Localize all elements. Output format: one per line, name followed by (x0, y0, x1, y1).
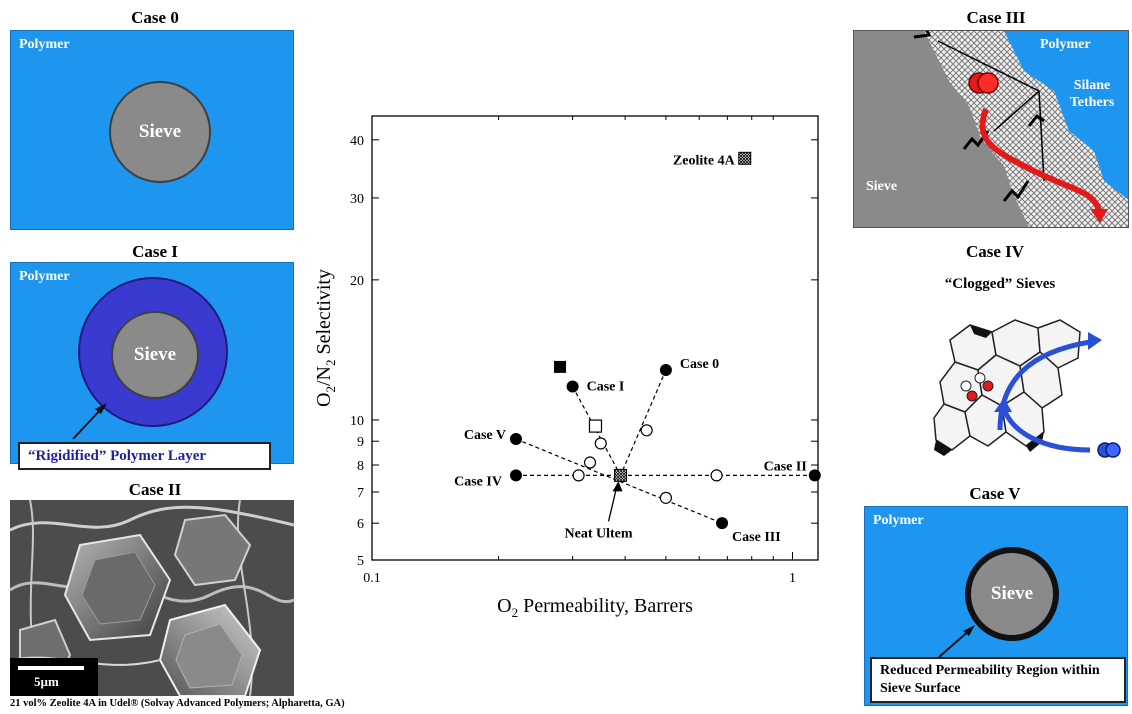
case-ii-point (808, 469, 821, 482)
trend-dashed-line (619, 369, 667, 476)
x-tick-label: 0.1 (363, 571, 381, 586)
case-iv-point (509, 469, 522, 482)
open-circle-point (710, 469, 723, 482)
plot-frame (371, 115, 819, 561)
zeolite-4a-point (738, 151, 752, 165)
neat-ultem-arrow (607, 483, 619, 522)
case-i-point (566, 380, 579, 393)
case1-panel: Polymer Sieve (10, 262, 294, 464)
filled-square-point (554, 360, 567, 373)
y-tick-label: 6 (357, 517, 364, 532)
y-tick-label: 10 (350, 414, 364, 429)
open-circle-point (583, 456, 597, 469)
y-tick-label: 7 (357, 486, 364, 501)
x-tick-label: 1 (789, 571, 796, 586)
case4-title: Case IV (965, 242, 1025, 261)
open-circle-point (659, 491, 673, 504)
case1-callout-arrow (72, 403, 107, 440)
y-tick-label: 40 (350, 134, 364, 149)
case5-sieve: Sieve (965, 547, 1059, 641)
case-ii-label: Case II (764, 459, 807, 474)
case1-polymer-label: Polymer (19, 269, 70, 284)
scale-bar-box (10, 658, 98, 696)
x-axis-label: O2 Permeability, Barrers (497, 595, 693, 620)
scale-bar (18, 666, 84, 670)
case5-callout: Reduced Permeability Region within Sieve… (870, 657, 1126, 703)
open-circle-point (572, 469, 585, 482)
case0-polymer-label: Polymer (19, 37, 70, 52)
micrograph-caption: 21 vol% Zeolite 4A in Udel® (Solvay Adva… (10, 698, 345, 709)
case-iii-point (716, 517, 729, 530)
case3-panel: Polymer Sieve Silane Tethers (853, 30, 1129, 228)
y-tick-label: 20 (350, 274, 364, 289)
case-i-label: Case I (587, 379, 625, 394)
neat-ultem-label: Neat Ultem (565, 526, 633, 541)
clogged-sieve-cage (933, 319, 1121, 458)
case-0-label: Case 0 (680, 357, 719, 372)
case4-subtitle: “Clogged” Sieves (944, 276, 1056, 292)
case-iv-label: Case IV (454, 474, 502, 489)
neat-ultem-point (614, 468, 628, 482)
case3-polymer-label: Polymer (1040, 37, 1091, 52)
case1-title: Case I (132, 242, 178, 261)
y-axis-label: O2/N2 Selectivity (313, 269, 338, 407)
case0-panel: Polymer Sieve (10, 30, 294, 230)
sem-micrograph: 5µm (10, 500, 294, 696)
case-v-point (509, 432, 522, 445)
scale-bar-label: 5µm (34, 674, 59, 689)
open-circle-point (594, 437, 607, 450)
case3-sieve-label: Sieve (866, 179, 898, 194)
y-tick-label: 8 (357, 459, 364, 474)
trend-dashed-line (515, 438, 723, 524)
y-tick-label: 30 (350, 192, 364, 207)
trend-dashed-line (572, 386, 622, 476)
case0-title: Case 0 (131, 8, 179, 27)
case1-callout: “Rigidified” Polymer Layer (18, 442, 271, 470)
neat-ultem-arrowhead (612, 481, 623, 492)
case1-sieve: Sieve (111, 311, 199, 399)
case-v-label: Case V (464, 428, 506, 443)
open-square-point (588, 419, 603, 433)
case-0-point (659, 364, 672, 377)
case-iii-label: Case III (732, 530, 781, 545)
case5-polymer-label: Polymer (873, 513, 924, 528)
y-tick-label: 5 (357, 554, 364, 569)
y-tick-label: 9 (357, 435, 364, 450)
zeolite-4a-label: Zeolite 4A (673, 153, 736, 168)
case5-title: Case V (969, 484, 1021, 503)
silane-tethers-label: Silane Tethers (1069, 78, 1115, 110)
open-circle-point (640, 424, 653, 437)
case5-callout-arrow (938, 625, 975, 658)
case2-title: Case II (128, 480, 182, 499)
case0-sieve: Sieve (109, 81, 211, 183)
case3-title: Case III (966, 8, 1026, 27)
